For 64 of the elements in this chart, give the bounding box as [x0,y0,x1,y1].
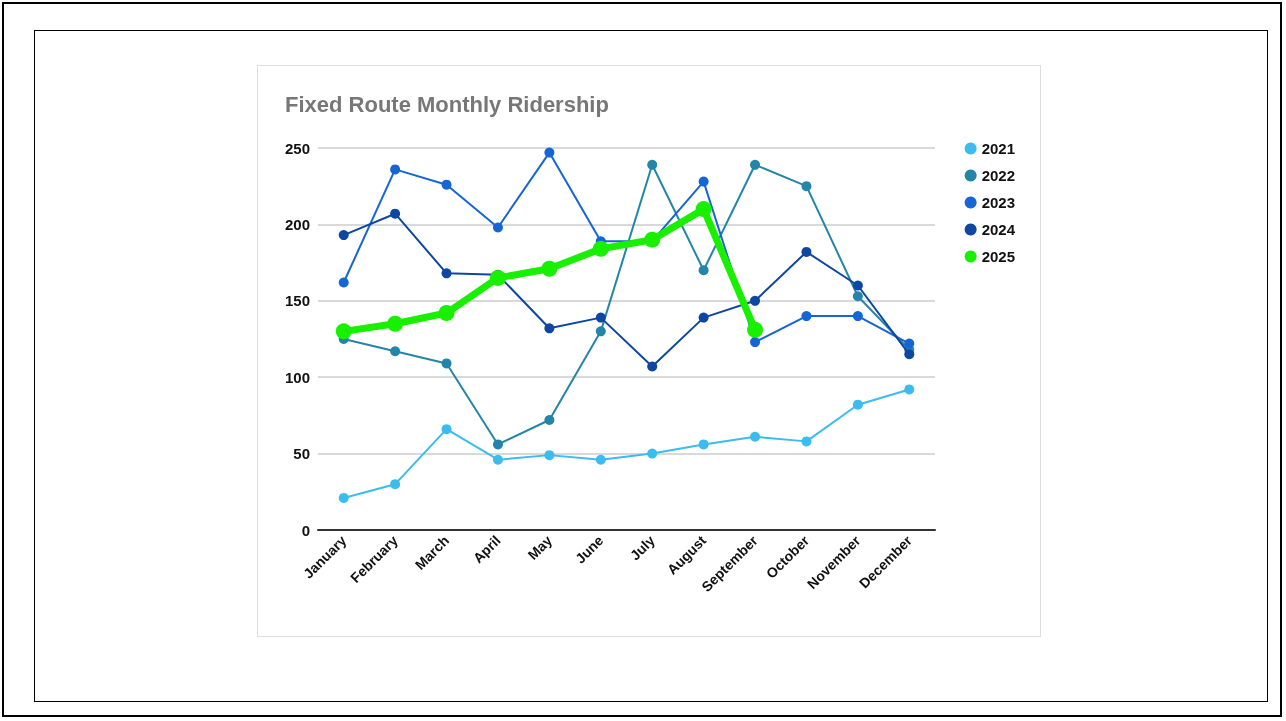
point [595,454,606,465]
point [698,439,709,450]
point [390,164,401,175]
legend-label: 2021 [981,140,1016,157]
point [441,179,452,190]
point [544,450,555,461]
point [698,312,709,323]
y-tick-label: 250 [284,139,310,157]
point [592,240,609,257]
point [904,349,915,360]
point [441,358,452,369]
point [544,323,555,334]
point [595,312,606,323]
point [441,424,452,435]
point [338,230,349,241]
point [750,337,761,348]
legend-label: 2022 [981,167,1016,184]
y-tick-label: 50 [293,445,310,463]
point [595,326,606,337]
point [801,436,812,447]
point [647,448,658,459]
point [801,181,812,192]
point [852,280,863,291]
point [390,479,401,490]
point [698,176,709,187]
point [492,454,503,465]
point [698,265,709,276]
y-tick-label: 200 [284,215,310,233]
point [544,147,555,158]
point [338,492,349,503]
point [904,384,915,395]
y-tick-label: 150 [284,292,310,310]
point [747,321,764,338]
y-tick-label: 0 [301,521,310,539]
point [852,399,863,410]
legend-label: 2025 [981,248,1016,265]
chart-title: Fixed Route Monthly Ridership [285,91,609,117]
point [750,431,761,442]
point [438,305,455,322]
point [492,222,503,233]
point [644,231,661,248]
point [441,268,452,279]
point [647,159,658,170]
point [904,338,915,349]
point [852,291,863,302]
point [335,323,352,340]
legend-label: 2024 [981,221,1016,238]
point [695,201,712,218]
point [390,208,401,219]
point [801,246,812,257]
point [338,277,349,288]
point [390,346,401,357]
point [387,315,404,332]
point [541,260,558,277]
y-tick-label: 100 [284,368,310,386]
point [750,295,761,306]
point [647,361,658,372]
point [492,439,503,450]
legend-label: 2023 [981,194,1016,211]
point [801,311,812,322]
point [489,269,506,286]
point [750,159,761,170]
point [852,311,863,322]
point [544,414,555,425]
